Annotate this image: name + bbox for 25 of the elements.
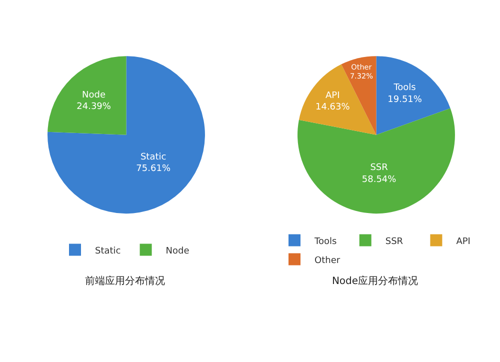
slice-label: Other: [351, 62, 372, 72]
text: 前端应用分布情况: [85, 275, 165, 288]
slice-label: Static: [140, 152, 166, 162]
pie-slice: [298, 64, 376, 135]
legend-label: Static: [95, 246, 121, 256]
data-label: 19.51%: [388, 94, 422, 105]
legend-label: Other: [314, 256, 340, 266]
slice-label: Tools: [392, 83, 416, 94]
pie-slice: [376, 56, 450, 135]
legend-label: SSR: [385, 236, 404, 247]
legend-label: API: [456, 236, 470, 247]
legend-label: Node: [166, 246, 190, 256]
data-label: 58.54%: [362, 174, 397, 185]
text: Node应用分布情况: [332, 275, 418, 288]
data-label: 7.32%: [350, 72, 374, 81]
slice-label: Node: [82, 90, 106, 100]
data-label: 24.39%: [76, 102, 112, 112]
slice-label: SSR: [370, 163, 388, 174]
data-label: 14.63%: [315, 102, 350, 113]
legend-label: Tools: [314, 236, 337, 247]
pie-slice: [48, 56, 126, 135]
slice-label: API: [326, 90, 340, 101]
pie-slice: [48, 56, 205, 214]
pie-slice: [298, 108, 455, 214]
data-label: 75.61%: [136, 164, 171, 174]
